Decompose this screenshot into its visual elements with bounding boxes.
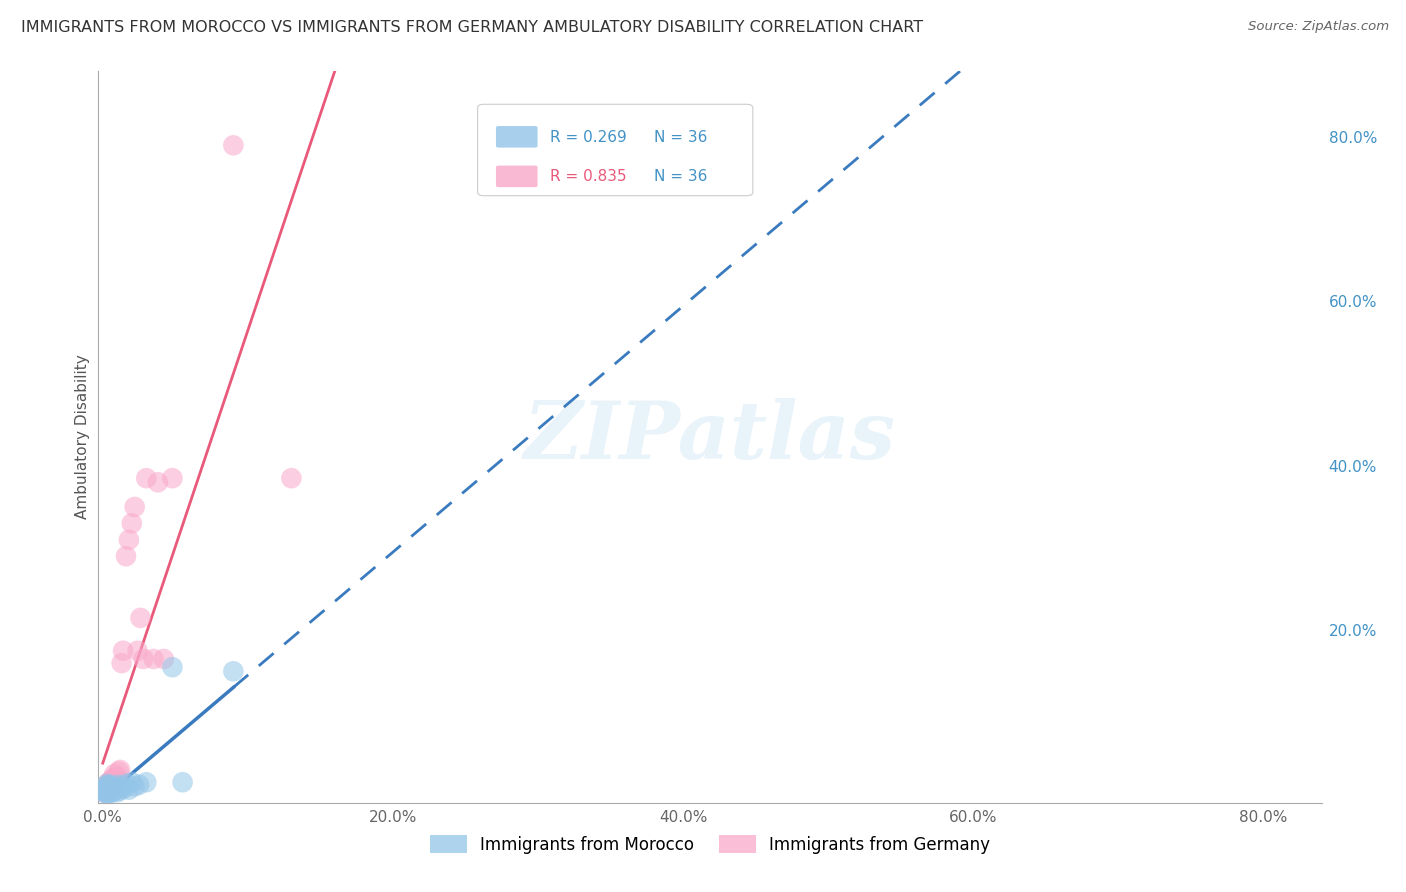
Point (97, 775, 120, 789)
Point (124, 500, 146, 514)
Point (118, 533, 141, 547)
Point (128, 778, 150, 792)
Point (111, 656, 134, 670)
Point (104, 780, 127, 795)
Point (103, 767, 125, 781)
Point (93, 786, 115, 800)
Point (115, 549, 138, 564)
Point (96, 777, 118, 791)
Point (135, 775, 157, 789)
Point (105, 778, 128, 792)
Point (101, 784, 124, 798)
Point (98, 781, 121, 796)
Point (127, 644, 149, 658)
Point (101, 780, 124, 794)
Point (142, 652, 165, 666)
Text: N = 36: N = 36 (654, 130, 707, 145)
Point (101, 771, 124, 785)
Point (97, 782, 120, 797)
Point (98, 781, 121, 796)
Text: IMMIGRANTS FROM MOROCCO VS IMMIGRANTS FROM GERMANY AMBULATORY DISABILITY CORRELA: IMMIGRANTS FROM MOROCCO VS IMMIGRANTS FR… (21, 20, 924, 35)
Point (112, 644, 135, 658)
Point (97, 780, 120, 795)
Point (129, 611, 152, 625)
Point (152, 652, 174, 666)
FancyBboxPatch shape (478, 104, 752, 195)
Text: R = 0.835: R = 0.835 (550, 169, 627, 185)
Point (96, 784, 118, 798)
Point (162, 660, 184, 674)
Point (115, 777, 138, 791)
Point (111, 780, 134, 794)
Point (146, 475, 169, 490)
Point (105, 770, 128, 784)
Point (103, 782, 125, 797)
Point (118, 782, 141, 797)
Point (93, 785, 115, 799)
Point (222, 138, 245, 153)
Point (121, 516, 143, 531)
FancyBboxPatch shape (496, 166, 537, 187)
FancyBboxPatch shape (496, 126, 537, 147)
Point (280, 471, 302, 485)
Point (222, 665, 245, 679)
Point (100, 780, 122, 794)
Point (172, 775, 194, 789)
Text: R = 0.269: R = 0.269 (550, 130, 627, 145)
Point (104, 772, 127, 787)
Point (114, 780, 136, 795)
Point (100, 772, 122, 787)
Point (98, 779, 121, 793)
Point (94, 785, 117, 799)
Point (96, 778, 118, 792)
Legend: Immigrants from Morocco, Immigrants from Germany: Immigrants from Morocco, Immigrants from… (423, 829, 997, 860)
Text: N = 36: N = 36 (654, 169, 707, 185)
Point (94, 780, 117, 794)
Point (135, 471, 157, 485)
Point (107, 781, 129, 796)
Point (162, 471, 184, 485)
Point (97, 786, 120, 800)
Point (94, 780, 117, 794)
Point (121, 775, 143, 789)
Point (97, 778, 120, 792)
Point (96, 787, 118, 801)
Point (103, 775, 125, 789)
Point (98, 785, 121, 799)
Point (100, 786, 122, 800)
Point (132, 652, 155, 666)
Point (107, 764, 129, 779)
Point (108, 763, 131, 777)
Point (108, 783, 131, 797)
Point (93, 782, 115, 797)
Point (101, 778, 124, 792)
Point (93, 783, 115, 797)
Point (100, 780, 122, 794)
Point (124, 780, 146, 794)
Text: ZIPatlas: ZIPatlas (524, 399, 896, 475)
Point (105, 785, 128, 799)
Point (98, 776, 121, 790)
Point (96, 780, 118, 795)
Point (94, 783, 117, 797)
Point (94, 781, 117, 796)
Y-axis label: Ambulatory Disability: Ambulatory Disability (75, 355, 90, 519)
Text: Source: ZipAtlas.com: Source: ZipAtlas.com (1249, 20, 1389, 33)
Point (96, 784, 118, 798)
